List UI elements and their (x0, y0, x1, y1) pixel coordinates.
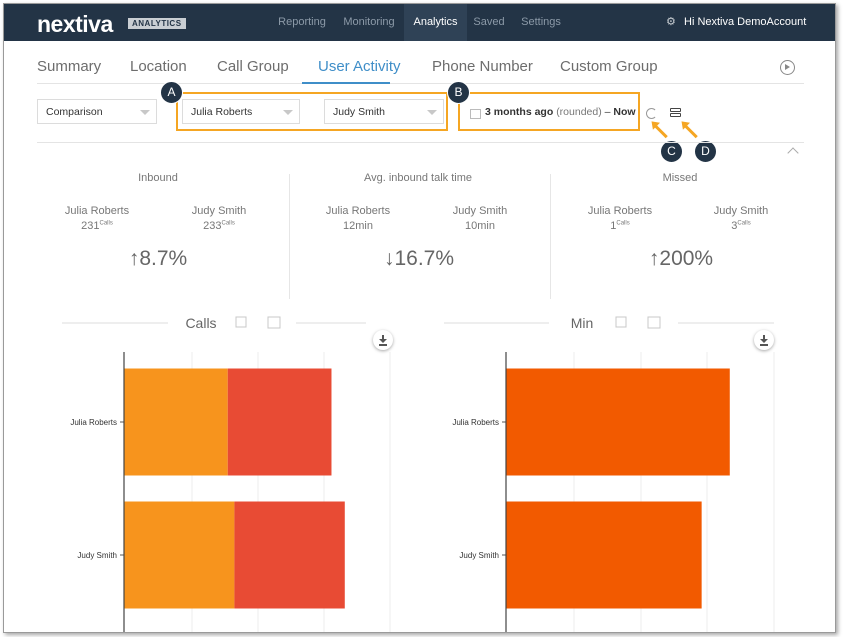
arrow-down-icon: ↓ (383, 247, 395, 270)
account-name: Hi Nextiva DemoAccount (684, 16, 807, 28)
bar (506, 368, 730, 476)
bar (506, 501, 702, 609)
y-tick-label: Judy Smith (77, 551, 117, 560)
date-from: 3 months ago (485, 106, 554, 118)
callout-b: B (447, 81, 470, 104)
chart-title: Min (571, 315, 594, 331)
arrow-up-icon: ↑ (648, 247, 660, 270)
chevron-down-icon (283, 110, 293, 115)
tab-user-activity[interactable]: User Activity (318, 58, 401, 75)
stat-talktime-b-value: 10min (465, 220, 495, 232)
stat-inbound-b-value: 233Calls (203, 220, 235, 232)
stat-talktime-a-name: Julia Roberts (325, 205, 391, 217)
callout-c: C (660, 140, 683, 163)
comparison-select-value: Comparison (46, 106, 103, 118)
nav-saved[interactable]: Saved (473, 16, 505, 28)
tab-summary[interactable]: Summary (37, 58, 102, 75)
stat-separator (289, 174, 290, 299)
stat-talktime-title: Avg. inbound talk time (363, 172, 473, 184)
bar (234, 501, 345, 609)
section-divider (37, 142, 804, 143)
bar (124, 368, 228, 476)
highlight-user-selects (176, 92, 448, 131)
user-a-select[interactable]: Julia Roberts (182, 99, 300, 124)
charts-area: Calls Julia Roberts Judy Smith Min Julia Rob… (62, 315, 775, 632)
stat-missed-a-value: 1Calls (610, 220, 630, 232)
callout-a: A (160, 81, 183, 104)
nav-settings[interactable]: Settings (521, 16, 561, 28)
tabs-divider (37, 83, 804, 84)
tab-location[interactable]: Location (130, 58, 187, 75)
date-range-picker[interactable]: 3 months ago (rounded) – Now (485, 106, 636, 118)
y-tick-label: Judy Smith (459, 551, 499, 560)
callout-d: D (694, 140, 717, 163)
user-a-select-value: Julia Roberts (191, 106, 253, 118)
download-min-button[interactable] (754, 330, 774, 350)
date-qualifier: (rounded) (556, 106, 602, 118)
stat-talktime-a-value: 12min (343, 220, 373, 232)
gear-icon: ⚙ (666, 16, 676, 28)
bar (124, 501, 235, 609)
play-icon[interactable] (780, 60, 795, 75)
app-window: nextiva ANALYTICS Reporting Monitoring A… (3, 3, 836, 633)
user-b-select[interactable]: Judy Smith (324, 99, 444, 124)
tab-custom-group[interactable]: Custom Group (560, 58, 658, 75)
stat-missed-a-name: Julia Roberts (587, 205, 653, 217)
nextiva-logo[interactable]: nextiva (37, 11, 113, 37)
date-separator: – (604, 106, 611, 118)
analytics-badge: ANALYTICS (128, 18, 186, 29)
chevron-down-icon (140, 110, 150, 115)
nav-reporting[interactable]: Reporting (278, 16, 326, 28)
stat-inbound-change: ↑8.7% (128, 247, 188, 270)
comparison-select[interactable]: Comparison (37, 99, 157, 124)
tab-phone-number[interactable]: Phone Number (432, 58, 533, 75)
stat-inbound-b-name: Judy Smith (191, 205, 247, 217)
layers-icon[interactable] (670, 108, 681, 117)
y-tick-label: Julia Roberts (70, 418, 117, 427)
bar-chart-icon (235, 316, 247, 328)
refresh-icon[interactable] (646, 108, 657, 119)
bar (227, 368, 332, 476)
calendar-icon[interactable] (470, 109, 481, 119)
stat-inbound-a-value: 231Calls (81, 220, 113, 232)
nav-analytics[interactable]: Analytics (404, 4, 467, 41)
user-b-select-value: Judy Smith (333, 106, 385, 118)
stat-missed-title: Missed (662, 172, 698, 184)
expand-icon (647, 316, 661, 329)
tab-call-group[interactable]: Call Group (217, 58, 289, 75)
stat-missed-b-name: Judy Smith (713, 205, 769, 217)
stat-inbound-a-name: Julia Roberts (64, 205, 130, 217)
highlight-date-range (458, 92, 640, 131)
stat-talktime-change: ↓16.7% (383, 247, 455, 270)
chart-title: Calls (185, 315, 216, 331)
arrow-up-icon: ↑ (128, 247, 140, 270)
bar-chart-icon (615, 316, 627, 328)
download-calls-button[interactable] (373, 330, 393, 350)
stat-missed-b-value: 3Calls (731, 220, 751, 232)
date-to: Now (613, 106, 636, 118)
stat-missed-change: ↑200% (648, 247, 714, 270)
y-tick-label: Julia Roberts (452, 418, 499, 427)
expand-icon (267, 316, 281, 329)
account-menu[interactable]: ⚙ Hi Nextiva DemoAccount (666, 4, 806, 41)
top-nav-bar: nextiva ANALYTICS Reporting Monitoring A… (4, 4, 835, 41)
stat-talktime-b-name: Judy Smith (452, 205, 508, 217)
active-tab-indicator (302, 82, 390, 84)
stat-separator (550, 174, 551, 299)
stat-inbound-title: Inbound (138, 172, 178, 184)
nav-monitoring[interactable]: Monitoring (343, 16, 395, 28)
chevron-down-icon (427, 110, 437, 115)
